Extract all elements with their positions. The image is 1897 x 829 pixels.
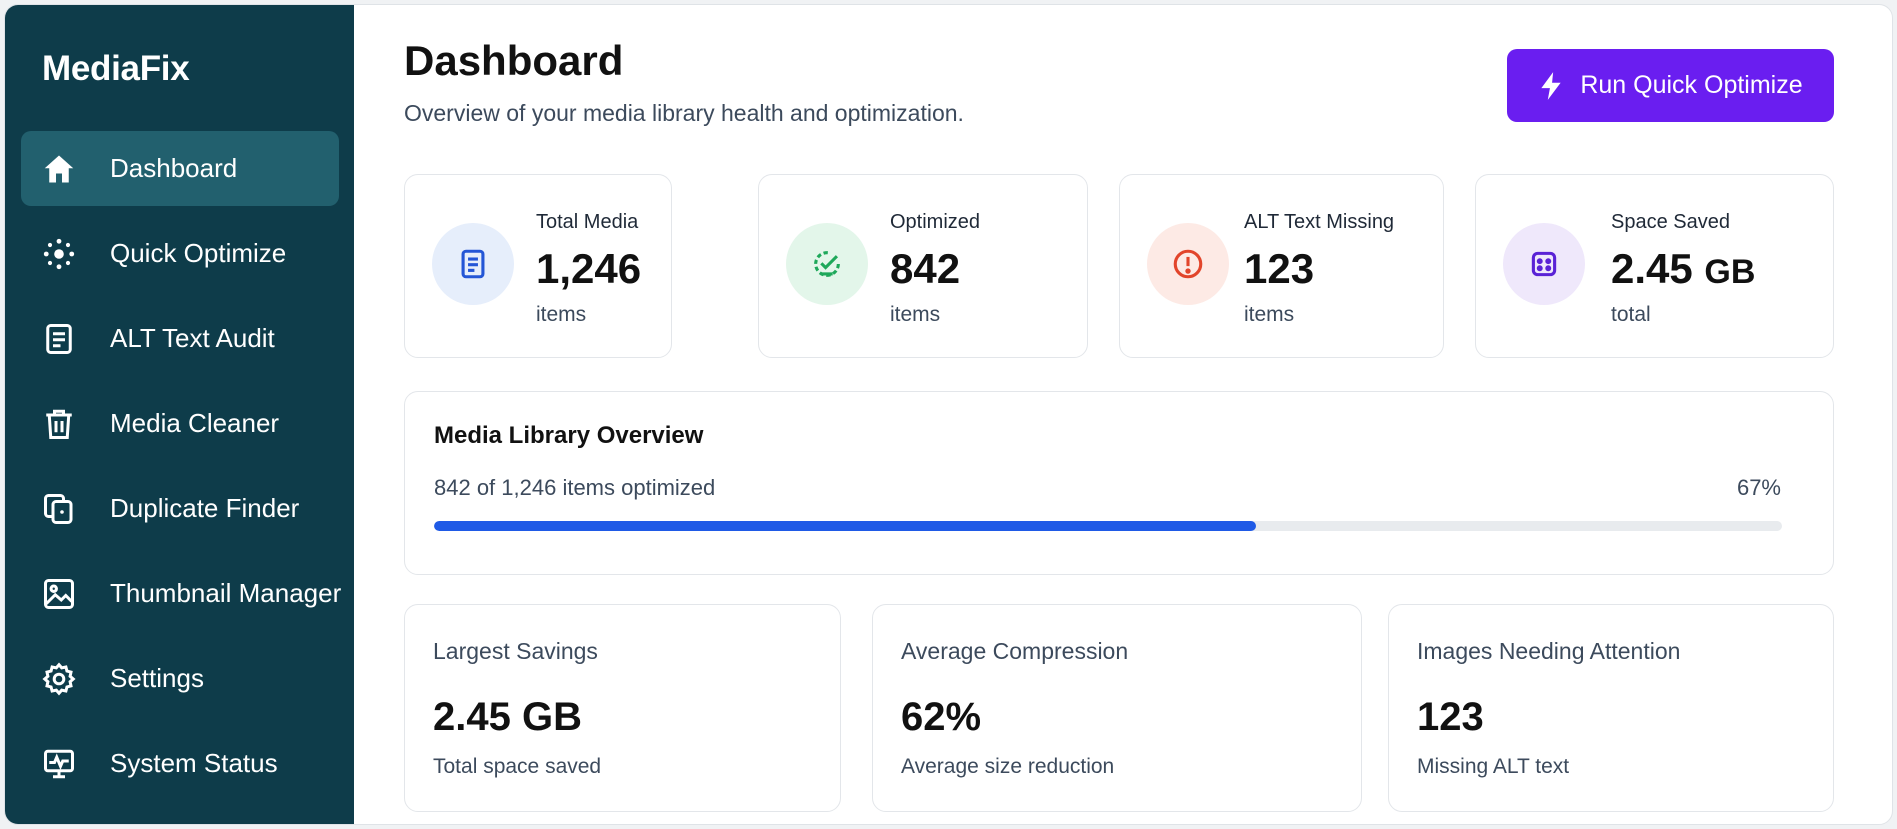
- home-icon: [41, 151, 77, 187]
- metric-value: 2.45 GB: [433, 695, 582, 739]
- sidebar-item-label: System Status: [110, 748, 278, 778]
- sidebar-item-label: Duplicate Finder: [110, 493, 300, 523]
- metric-sub: Average size reduction: [901, 755, 1115, 778]
- stat-card-total-media: Total Media 1,246 items: [404, 174, 672, 358]
- sidebar-item-media-cleaner[interactable]: Media Cleaner: [21, 386, 339, 461]
- stat-label: Optimized: [890, 211, 981, 233]
- metric-card-images-needing-attention: Images Needing Attention 123 Missing ALT…: [1388, 604, 1834, 812]
- sidebar-item-settings[interactable]: Settings: [21, 641, 339, 716]
- stat-label: Total Media: [536, 211, 639, 233]
- stat-sub: items: [536, 303, 587, 326]
- sparkle-icon: [41, 236, 77, 272]
- sidebar-item-alt-text-audit[interactable]: ALT Text Audit: [21, 301, 339, 376]
- brand-logo: MediaFix: [42, 49, 190, 88]
- app-window: MediaFix Dashboard Quick Optimize ALT Te…: [4, 4, 1893, 825]
- sidebar-item-label: Settings: [110, 663, 204, 693]
- document-icon: [432, 223, 514, 305]
- main-content: Dashboard Overview of your media library…: [354, 5, 1892, 824]
- metric-sub: Total space saved: [433, 755, 602, 778]
- gear-icon: [41, 661, 77, 697]
- sidebar-item-quick-optimize[interactable]: Quick Optimize: [21, 216, 339, 291]
- stat-label: Space Saved: [1611, 211, 1730, 233]
- sidebar-item-label: Quick Optimize: [110, 238, 287, 268]
- metric-card-largest-savings: Largest Savings 2.45 GB Total space save…: [404, 604, 841, 812]
- metric-label: Average Compression: [901, 638, 1129, 664]
- run-quick-optimize-label: Run Quick Optimize: [1580, 71, 1803, 99]
- stat-value: 1,246: [536, 245, 642, 292]
- run-quick-optimize-button[interactable]: Run Quick Optimize: [1507, 49, 1834, 122]
- metric-label: Images Needing Attention: [1417, 638, 1681, 664]
- metric-card-average-compression: Average Compression 62% Average size red…: [872, 604, 1362, 812]
- metric-label: Largest Savings: [433, 638, 598, 664]
- sidebar-item-dashboard[interactable]: Dashboard: [21, 131, 339, 206]
- page-subtitle: Overview of your media library health an…: [404, 100, 964, 126]
- stat-card-optimized: Optimized 842 items: [758, 174, 1088, 358]
- overview-progress-text: 842 of 1,246 items optimized: [434, 475, 716, 500]
- document-icon: [41, 321, 77, 357]
- metric-value: 123: [1417, 695, 1484, 739]
- metric-value: 62%: [901, 695, 982, 739]
- stat-sub: total: [1611, 303, 1651, 326]
- stat-card-space-saved: Space Saved 2.45 GB total: [1475, 174, 1834, 358]
- alert-icon: [1147, 223, 1229, 305]
- check-badge-icon: [786, 223, 868, 305]
- lightning-icon: [1541, 71, 1561, 100]
- media-library-overview-card: Media Library Overview 842 of 1,246 item…: [404, 391, 1834, 575]
- stat-sub: items: [1244, 303, 1295, 326]
- overview-percent: 67%: [1736, 475, 1781, 500]
- storage-icon: [1503, 223, 1585, 305]
- sidebar: MediaFix Dashboard Quick Optimize ALT Te…: [5, 5, 354, 824]
- progress-bar: [434, 521, 1782, 531]
- stat-sub: items: [890, 303, 941, 326]
- sidebar-item-duplicate-finder[interactable]: Duplicate Finder: [21, 471, 339, 546]
- sidebar-item-label: Thumbnail Manager: [110, 578, 342, 608]
- sidebar-item-label: Dashboard: [110, 153, 238, 183]
- stat-value: 842: [890, 245, 961, 292]
- stat-value: 2.45 GB: [1611, 245, 1756, 292]
- sidebar-item-label: ALT Text Audit: [110, 323, 275, 353]
- metric-sub: Missing ALT text: [1417, 755, 1570, 778]
- sidebar-item-system-status[interactable]: System Status: [21, 726, 339, 801]
- progress-fill: [434, 521, 1257, 531]
- monitor-icon: [41, 746, 77, 782]
- overview-title: Media Library Overview: [434, 422, 704, 449]
- stat-value: 123: [1244, 245, 1315, 292]
- sidebar-item-label: Media Cleaner: [110, 408, 280, 438]
- image-icon: [41, 576, 77, 612]
- trash-icon: [41, 406, 77, 442]
- sidebar-nav: Dashboard Quick Optimize ALT Text Audit …: [21, 131, 342, 811]
- stat-card-alt-text-missing: ALT Text Missing 123 items: [1119, 174, 1444, 358]
- page-title: Dashboard: [404, 37, 624, 84]
- sidebar-item-thumbnail-manager[interactable]: Thumbnail Manager: [21, 556, 342, 631]
- stat-label: ALT Text Missing: [1244, 211, 1395, 233]
- duplicate-icon: [41, 491, 77, 527]
